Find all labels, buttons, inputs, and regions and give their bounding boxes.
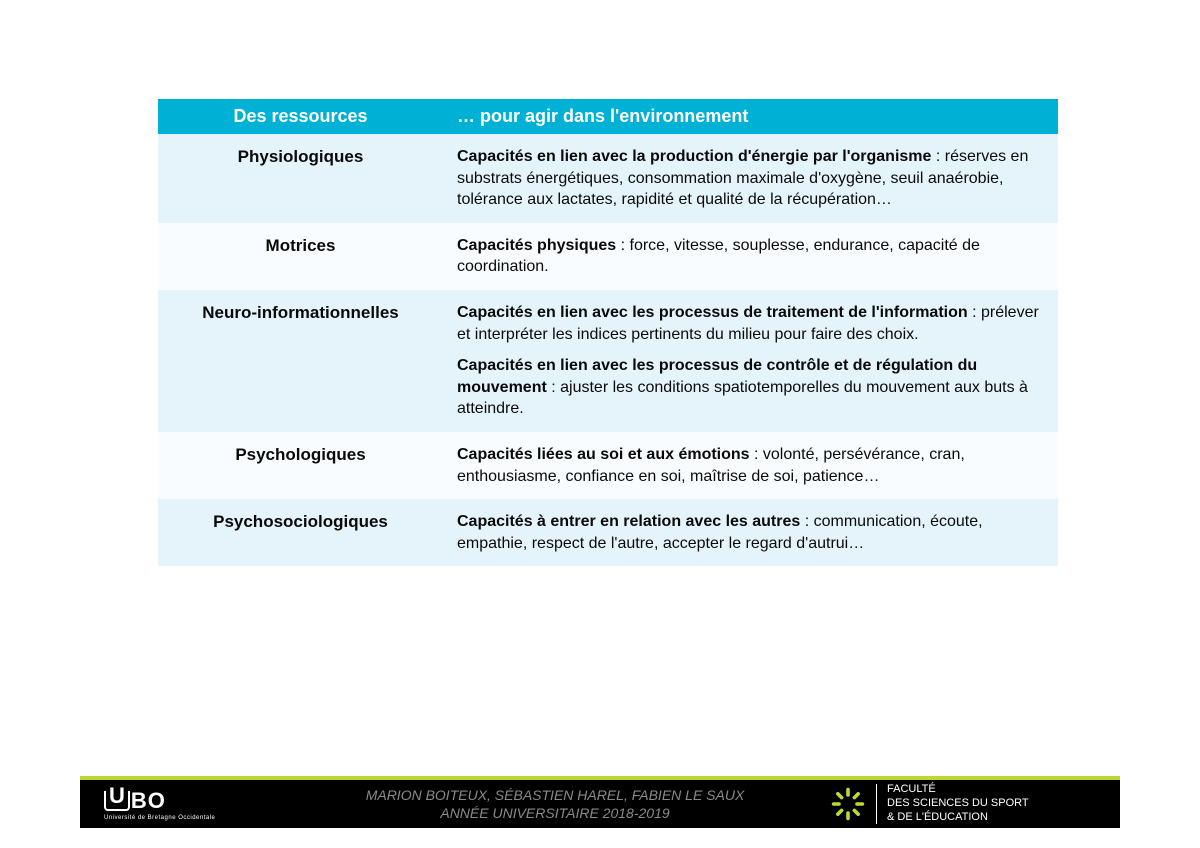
ubo-logo: UBO Université de Bretagne Occidentale (104, 788, 215, 821)
footer-divider (876, 784, 877, 824)
faculty-text: FACULTÉ DES SCIENCES DU SPORT & DE L'ÉDU… (887, 783, 1029, 824)
faculty-line1: FACULTÉ (887, 783, 1029, 797)
header-left: Des ressources (158, 99, 443, 134)
resources-table: Des ressources … pour agir dans l'enviro… (158, 99, 1058, 566)
row-label: Psychologiques (158, 432, 443, 499)
row-paragraph: Capacités en lien avec les processus de … (457, 302, 1044, 345)
row-paragraph: Capacités en lien avec la production d'é… (457, 146, 1044, 211)
row-label: Physiologiques (158, 134, 443, 223)
table-row: Psychologiques Capacités liées au soi et … (158, 432, 1058, 499)
resources-table-container: Des ressources … pour agir dans l'enviro… (158, 99, 1058, 566)
table-row: Physiologiques Capacités en lien avec la … (158, 134, 1058, 223)
row-label: Neuro-informationnelles (158, 290, 443, 432)
faculty-line2: DES SCIENCES DU SPORT (887, 797, 1029, 811)
footer-year: ANNÉE UNIVERSITAIRE 2018-2019 (280, 804, 830, 822)
table-row: Neuro-informationnellesCapacités en lien… (158, 290, 1058, 432)
table-row: Motrices Capacités physiques : force, vit… (158, 223, 1058, 290)
row-content: Capacités physiques : force, vitesse, so… (443, 223, 1058, 290)
row-paragraph: Capacités en lien avec les processus de … (457, 355, 1044, 420)
table-header-row: Des ressources … pour agir dans l'enviro… (158, 99, 1058, 134)
row-bold-text: Capacités physiques (457, 237, 616, 254)
footer-right: FACULTÉ DES SCIENCES DU SPORT & DE L'ÉDU… (830, 783, 1120, 824)
header-right: … pour agir dans l'environnement (443, 99, 1058, 134)
row-content: Capacités à entrer en relation avec les … (443, 499, 1058, 566)
footer-center: MARION BOITEUX, SÉBASTIEN HAREL, FABIEN … (280, 786, 830, 822)
row-bold-text: Capacités en lien avec les processus de … (457, 304, 968, 321)
footer-authors: MARION BOITEUX, SÉBASTIEN HAREL, FABIEN … (280, 786, 830, 804)
row-content: Capacités liées au soi et aux émotions :… (443, 432, 1058, 499)
row-label: Motrices (158, 223, 443, 290)
row-label: Psychosociologiques (158, 499, 443, 566)
ubo-logo-subtitle: Université de Bretagne Occidentale (104, 815, 215, 821)
row-paragraph: Capacités à entrer en relation avec les … (457, 511, 1044, 554)
row-bold-text: Capacités à entrer en relation avec les … (457, 513, 800, 530)
footer-left: UBO Université de Bretagne Occidentale (80, 788, 280, 821)
table-row: Psychosociologiques Capacités à entrer en… (158, 499, 1058, 566)
footer-bar: UBO Université de Bretagne Occidentale M… (80, 776, 1120, 828)
row-bold-text: Capacités liées au soi et aux émotions (457, 446, 750, 463)
slide: Des ressources … pour agir dans l'enviro… (0, 0, 1200, 848)
row-content: Capacités en lien avec la production d'é… (443, 134, 1058, 223)
row-bold-text: Capacités en lien avec la production d'é… (457, 148, 931, 165)
row-paragraph: Capacités liées au soi et aux émotions :… (457, 444, 1044, 487)
row-content: Capacités en lien avec les processus de … (443, 290, 1058, 432)
flower-icon (830, 786, 866, 822)
faculty-line3: & DE L'ÉDUCATION (887, 811, 1029, 825)
row-paragraph: Capacités physiques : force, vitesse, so… (457, 235, 1044, 278)
